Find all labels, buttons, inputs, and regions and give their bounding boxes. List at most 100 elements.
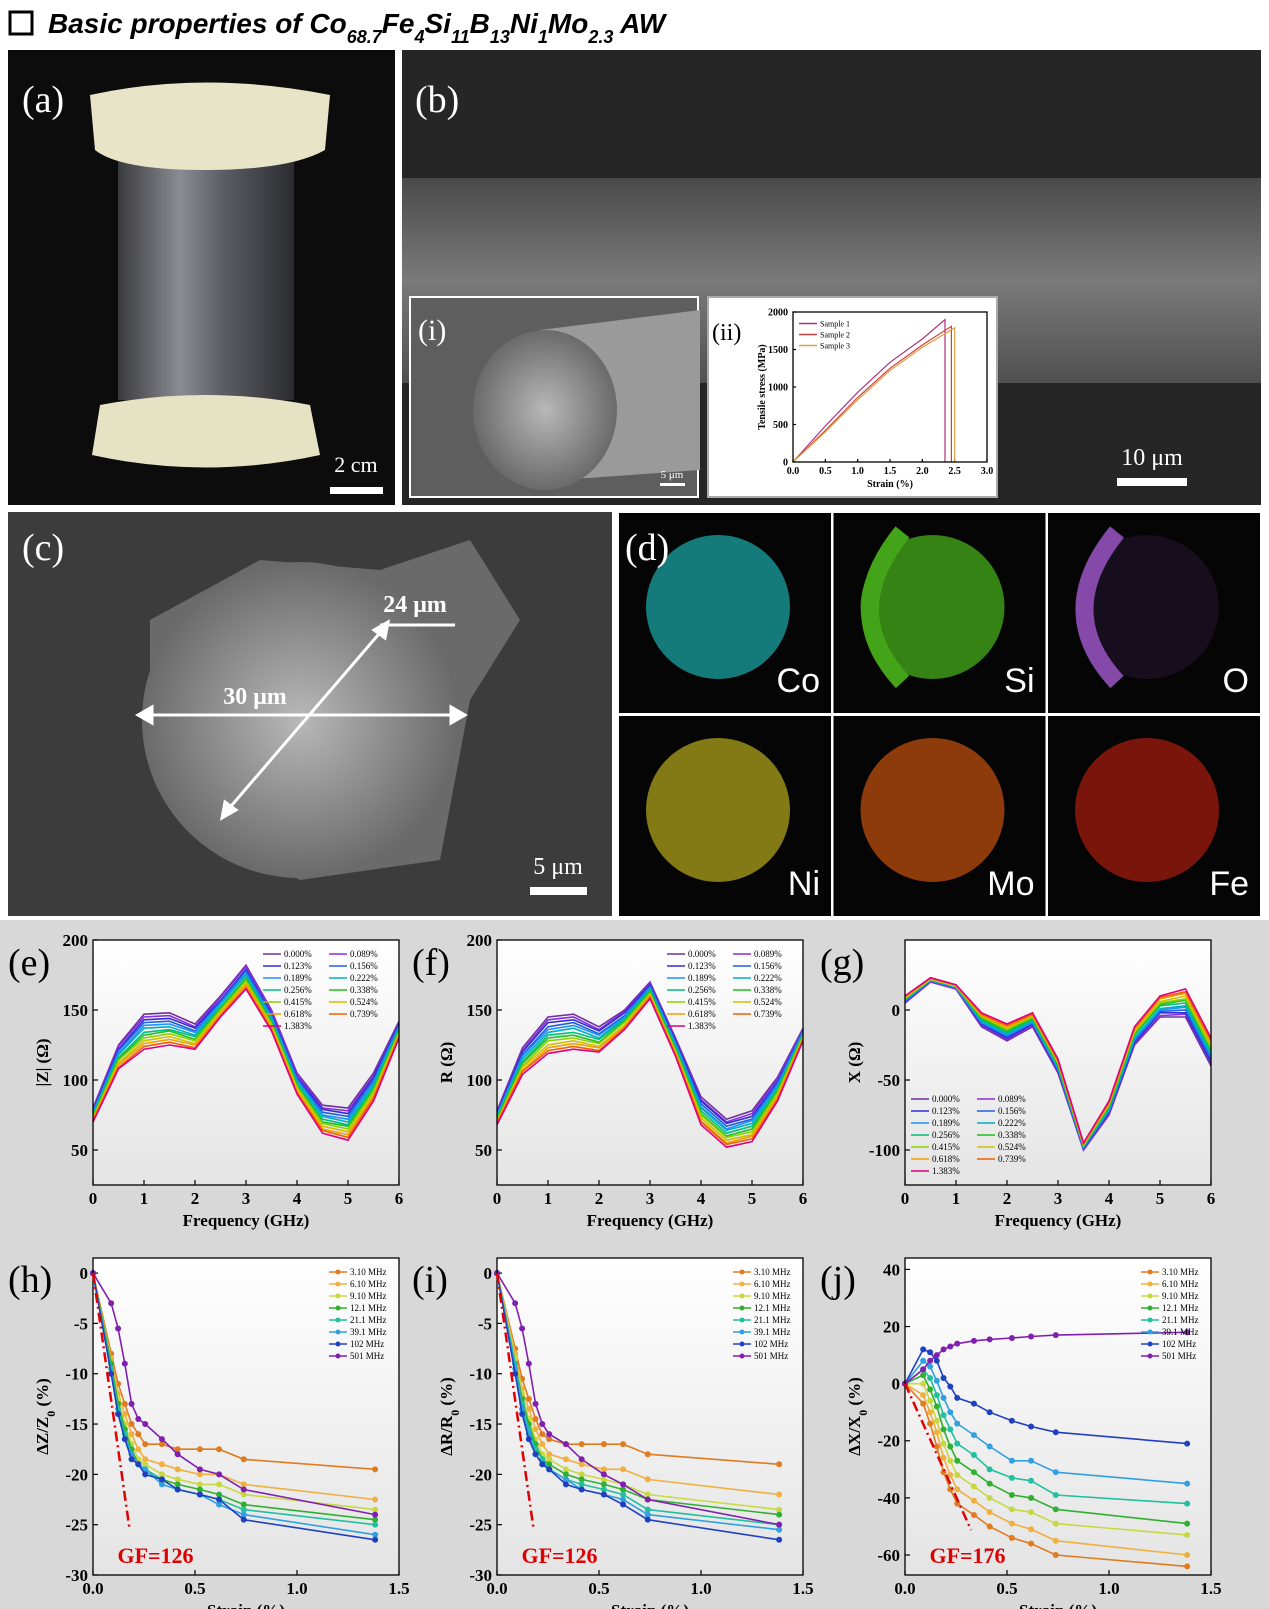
series-line: [92, 982, 400, 1133]
map-disc: [646, 738, 790, 882]
text-part: Fe: [382, 8, 415, 39]
text-part: B: [470, 8, 490, 39]
data-point: [578, 1441, 585, 1448]
legend-label: 0.256%: [284, 985, 312, 995]
y-tick-label: 100: [63, 1071, 89, 1090]
y-tick-label: -30: [469, 1566, 492, 1585]
data-point: [933, 1443, 940, 1450]
data-point: [174, 1451, 181, 1458]
legend-label: 1.383%: [688, 1021, 716, 1031]
data-point: [1008, 1534, 1015, 1541]
y-tick-label: 1500: [768, 345, 788, 356]
data-point: [174, 1476, 181, 1483]
legend-label: 501 MHz: [754, 1351, 788, 1361]
data-point: [128, 1421, 135, 1428]
legend-marker: [335, 1293, 341, 1299]
data-point: [142, 1456, 149, 1463]
text-part: Basic properties of Co: [48, 8, 347, 39]
data-point: [644, 1496, 651, 1503]
header-icon: [8, 10, 34, 36]
chart: 0 1 2 3 4 5 6 50 100 150 200 0.000% 0.089% 0.123% 0.15…: [412, 931, 807, 1230]
data-point: [970, 1483, 977, 1490]
x-axis-title: Frequency (GHz): [183, 1211, 310, 1230]
data-point: [954, 1440, 961, 1447]
data-point: [578, 1461, 585, 1468]
data-point: [920, 1372, 927, 1379]
text-part: (%): [437, 1377, 456, 1410]
data-point: [776, 1526, 783, 1533]
legend-label: 0.739%: [754, 1009, 782, 1019]
data-point: [546, 1456, 553, 1463]
dimension-label: 24 μm: [383, 592, 447, 618]
data-point: [1184, 1552, 1191, 1559]
data-point: [927, 1374, 934, 1381]
data-point: [240, 1506, 247, 1513]
spool-flange-bottom: [92, 395, 320, 468]
data-point: [525, 1436, 532, 1443]
map-disc: [646, 535, 790, 679]
legend-marker: [335, 1305, 341, 1311]
legend-label: 0.089%: [998, 1094, 1026, 1104]
legend-label: 21.1 MHz: [350, 1315, 387, 1325]
data-point: [512, 1300, 519, 1307]
data-point: [121, 1400, 128, 1407]
figure-title: Basic properties of Co68.7Fe4Si11B13Ni1M…: [48, 8, 668, 47]
data-point: [776, 1536, 783, 1543]
x-tick-label: 2.0: [916, 466, 929, 477]
subscript: 13: [490, 27, 510, 47]
data-point: [158, 1441, 165, 1448]
data-point: [539, 1441, 546, 1448]
map-shell: [1075, 526, 1125, 689]
data-point: [620, 1496, 627, 1503]
y-tick-label: -20: [877, 1432, 900, 1451]
plot-frame: [496, 939, 804, 1186]
data-point: [128, 1431, 135, 1438]
data-point: [135, 1446, 142, 1453]
chart: 0.0 0.5 1.0 1.5 -30 -25 -20 -15 -10 -5 0 3.10 MHz 6.…: [412, 1257, 814, 1609]
text-part: Si: [424, 8, 452, 39]
data-point: [927, 1409, 934, 1416]
panel-label: (e): [8, 942, 50, 984]
x-tick-label: 0: [901, 1189, 910, 1208]
data-point: [620, 1486, 627, 1493]
y-tick-label: 0: [892, 1001, 901, 1020]
series-line: [496, 983, 804, 1125]
data-point: [954, 1420, 961, 1427]
data-point: [240, 1491, 247, 1498]
data-point: [539, 1421, 546, 1428]
x-tick-label: 3: [242, 1189, 251, 1208]
data-point: [216, 1501, 223, 1508]
data-point: [532, 1451, 539, 1458]
data-point: [600, 1491, 607, 1498]
legend-label: 0.189%: [688, 973, 716, 983]
data-point: [927, 1357, 934, 1364]
data-point: [539, 1431, 546, 1438]
plot-frame: [904, 1257, 1212, 1576]
data-point: [954, 1457, 961, 1464]
y-axis-title: ΔZ/Z0 (%): [33, 1378, 58, 1455]
x-tick-label: 0.0: [894, 1579, 915, 1598]
data-point: [600, 1481, 607, 1488]
text-part: (%): [33, 1378, 52, 1411]
legend-marker: [739, 1317, 745, 1323]
legend-label: 0.089%: [754, 949, 782, 959]
data-point: [1184, 1520, 1191, 1527]
x-tick-label: 1.5: [884, 466, 897, 477]
data-point: [1008, 1457, 1015, 1464]
data-point: [196, 1491, 203, 1498]
scale-bar-label: 2 cm: [334, 452, 377, 477]
map-disc: [860, 738, 1005, 882]
plot-frame: [92, 1257, 400, 1576]
data-point: [216, 1471, 223, 1478]
legend-label: 39.1 MHz: [1162, 1327, 1199, 1337]
data-point: [620, 1501, 627, 1508]
legend-label: 0.524%: [998, 1142, 1026, 1152]
legend-marker: [739, 1341, 745, 1347]
y-axis-title: |Z| (Ω): [33, 1038, 52, 1086]
data-point: [115, 1325, 122, 1332]
map-disc: [1075, 738, 1219, 882]
legend-label: 3.10 MHz: [1162, 1267, 1199, 1277]
scale-bar-label: 5 μm: [533, 854, 583, 880]
y-tick-label: -10: [65, 1365, 88, 1384]
legend-marker: [335, 1353, 341, 1359]
